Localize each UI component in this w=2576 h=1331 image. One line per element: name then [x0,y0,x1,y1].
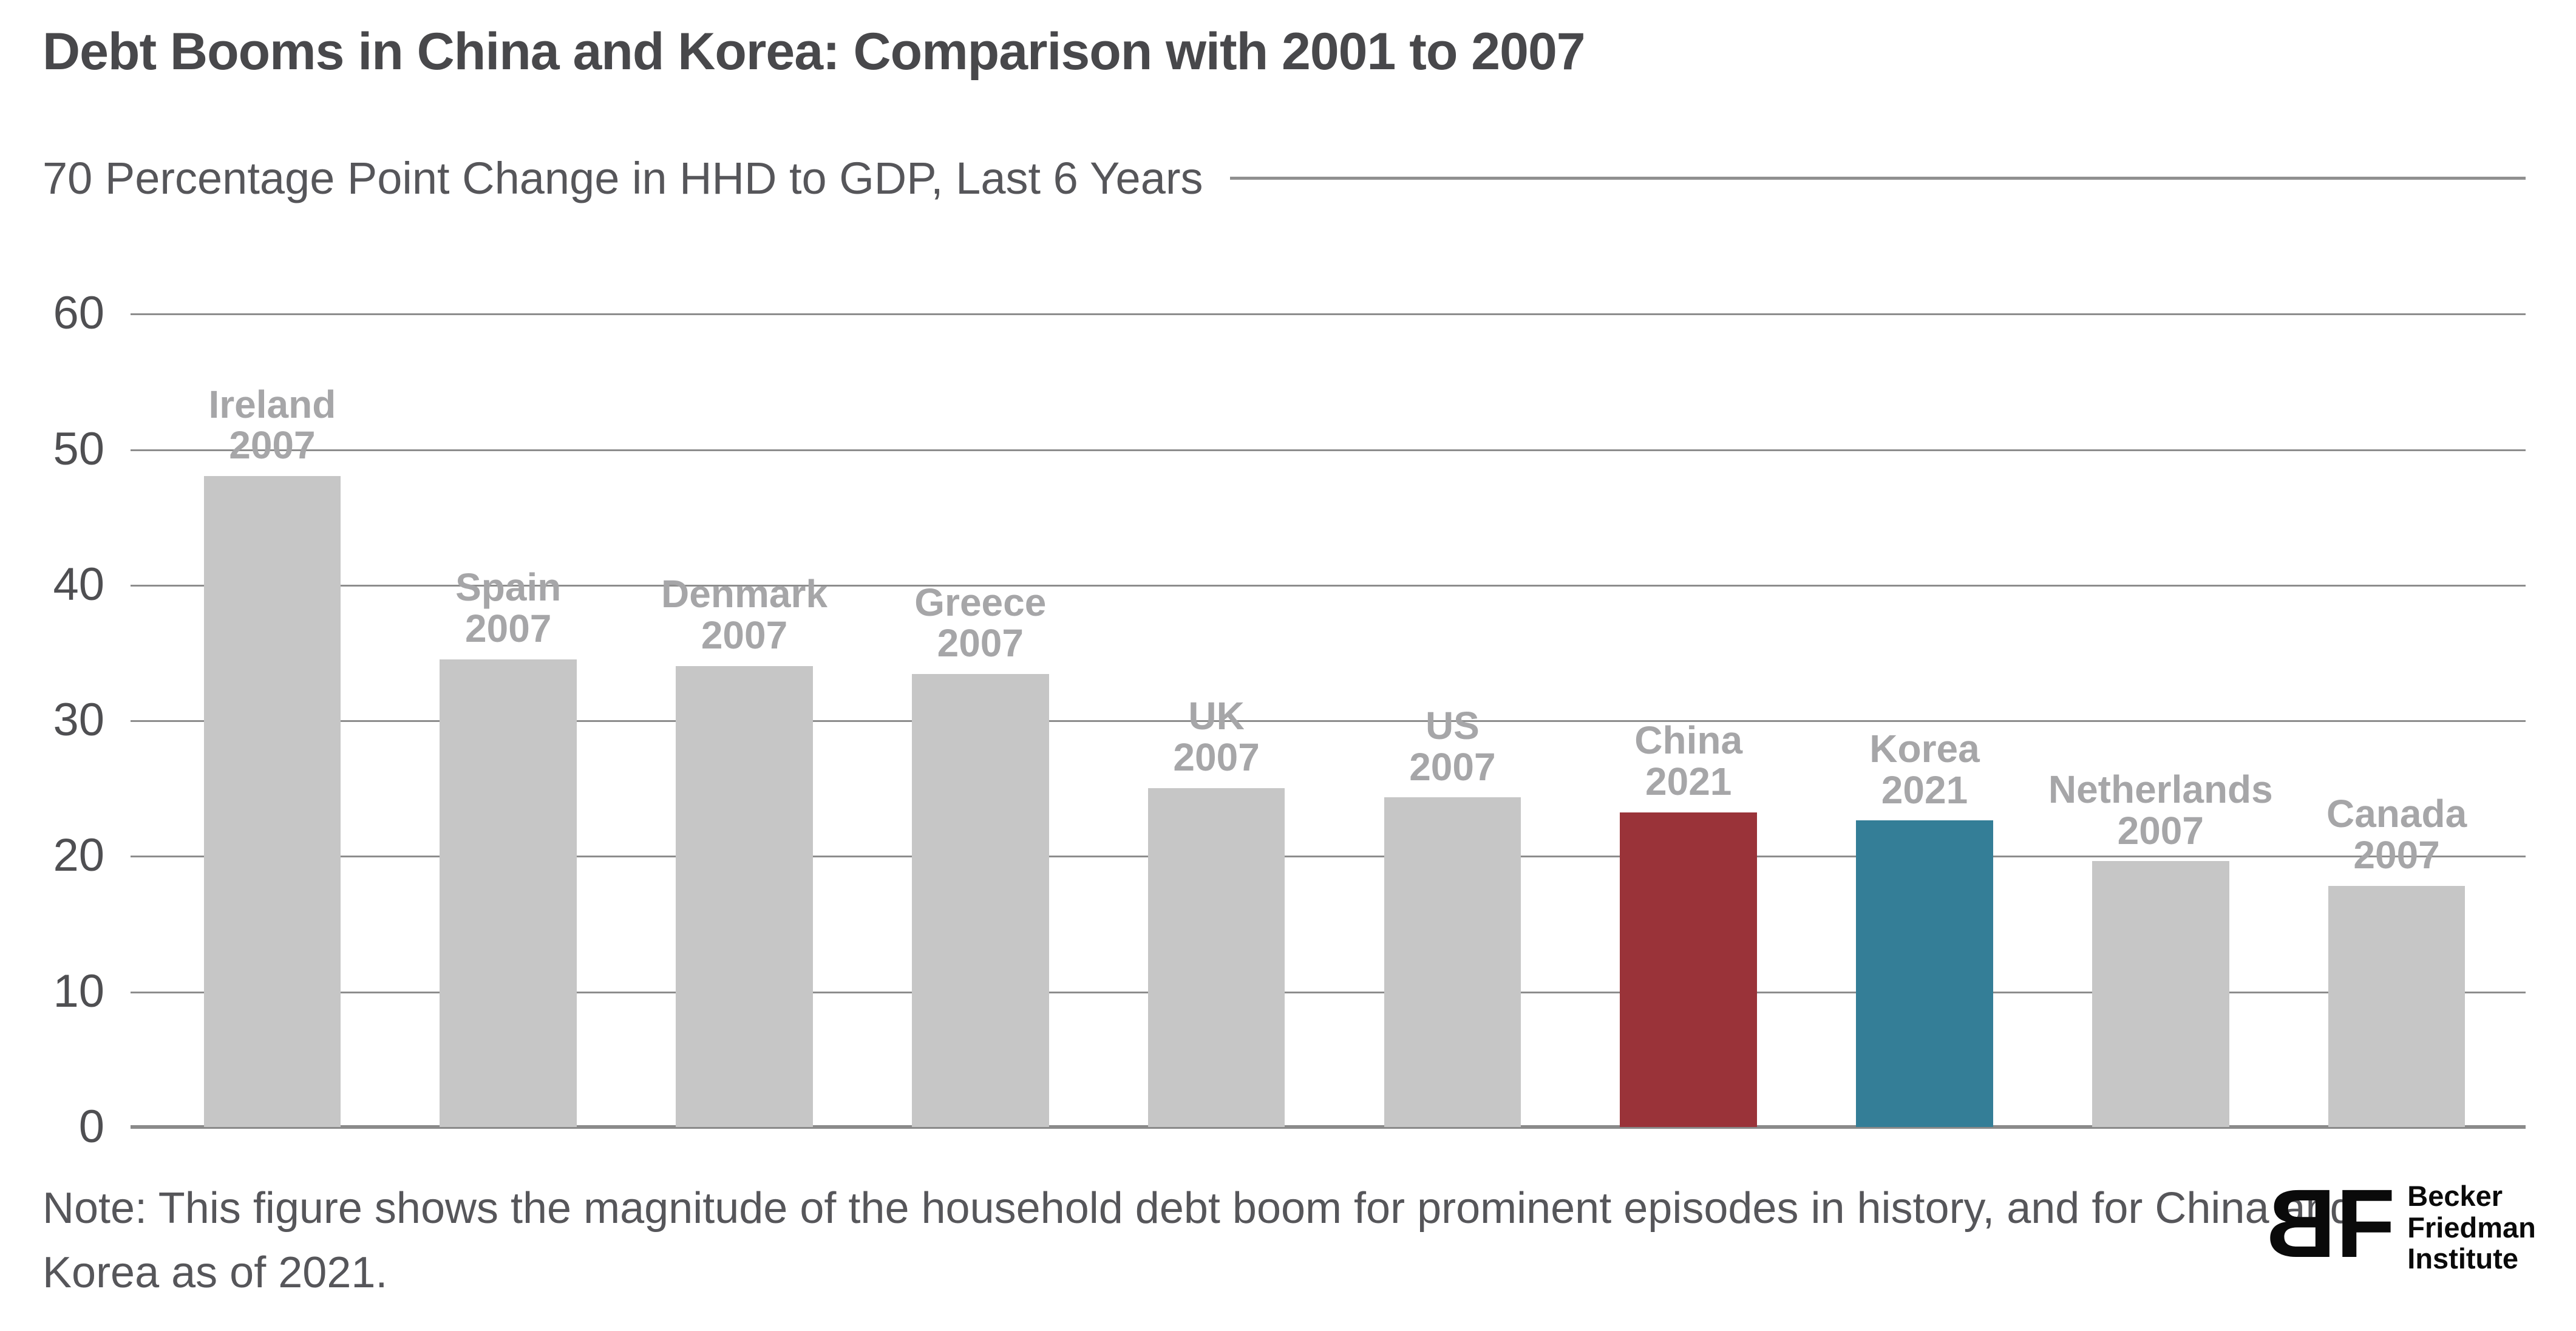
y-tick-label-50: 50 [53,423,104,475]
bar-label-us: US 2007 [1263,703,1641,789]
bar-label-year: 2007 [1409,744,1496,789]
y-axis-tick-labels: 60 50 40 30 20 10 0 [0,178,104,1150]
bar-label-year: 2021 [1881,768,1968,812]
note-line-2: Korea as of 2021. [42,1248,388,1297]
bar-label-country: UK [1188,694,1245,738]
bar-slot-korea: Korea 2021 [1807,178,2043,1127]
gridline-50 [131,449,2526,451]
bar-label-country: Ireland [208,382,336,426]
bar-label-ireland: Ireland 2007 [83,384,461,467]
bar-label-year: 2007 [1173,735,1260,779]
bar-slot-china: China 2021 [1571,178,1807,1127]
x-axis-baseline [131,1125,2526,1129]
bar-label-korea: Korea 2021 [1736,726,2113,812]
top-gridline-rule [1229,176,2526,180]
bar-slot-canada: Canada 2007 [2279,178,2515,1127]
bar-label-canada: Canada 2007 [2208,791,2576,877]
gridline-40 [131,584,2526,587]
bar-spain [440,659,577,1127]
bar-label-country: Korea [1869,726,1980,771]
y-tick-label-60: 60 [53,287,104,339]
bar-label-country: Greece [914,580,1047,624]
bar-label-year: 2007 [2353,832,2440,877]
bar-canada [2328,885,2466,1127]
bar-denmark [676,666,813,1127]
bar-slot-netherlands: Netherlands 2007 [2042,178,2279,1127]
bar-label-country: China [1634,718,1743,763]
gridline-60 [131,313,2526,316]
y-axis-top-label-row: 70 Percentage Point Change in HHD to GDP… [42,149,2526,207]
bar-label-country: Canada [2326,791,2467,836]
bar-label-year: 2007 [701,613,788,658]
y-tick-label-10: 10 [53,965,104,1017]
bar-label-country: Netherlands [2048,767,2273,811]
bar-slot-greece: Greece 2007 [862,178,1098,1127]
gridline-20 [131,856,2526,858]
bar-slot-uk: UK 2007 [1098,178,1334,1127]
y-tick-label-20: 20 [53,829,104,882]
y-axis-label: 70 Percentage Point Change in HHD to GDP… [42,152,1203,203]
y-tick-label-30: 30 [53,694,104,746]
gridline-30 [131,720,2526,723]
plot-area: Ireland 2007 Spain 2007 Denmark 2007 Greece 200… [131,178,2526,1129]
bar-us [1384,797,1521,1127]
bar-label-year: 2007 [937,621,1024,666]
bar-label-year: 2007 [229,423,316,468]
note-text: Note: This figure shows the magnitude of… [42,1177,2354,1305]
bar-slot-ireland: Ireland 2007 [154,178,390,1127]
bar-label-uk: UK 2007 [1028,694,1405,779]
y-tick-label-0: 0 [78,1101,104,1152]
bar-label-country: US [1425,703,1480,747]
bar-korea [1856,820,1993,1127]
bar-label-denmark: Denmark 2007 [556,572,933,658]
y-tick-label-40: 40 [53,558,104,610]
chart-title: Debt Booms in China and Korea: Compariso… [42,22,1586,81]
bfi-mark-b: B [2272,1169,2336,1278]
bar-label-spain: Spain 2007 [319,567,697,650]
bar-greece [912,674,1049,1127]
bar-slot-us: US 2007 [1334,178,1571,1127]
bar-label-greece: Greece 2007 [792,582,1169,665]
bar-china [1620,812,1757,1127]
bar-label-year: 2007 [2117,808,2204,853]
bar-label-china: China 2021 [1500,720,1877,803]
bar-netherlands [2092,861,2229,1127]
bar-label-netherlands: Netherlands 2007 [1972,769,2350,852]
bar-label-country: Spain [455,565,562,610]
bfi-logo-line-1: Becker [2407,1180,2503,1212]
bar-label-country: Denmark [661,572,828,616]
bar-slot-denmark: Denmark 2007 [627,178,863,1127]
bfi-mark-f: F [2336,1169,2396,1278]
note-line-1: Note: This figure shows the magnitude of… [42,1184,2354,1233]
bar-label-year: 2021 [1645,760,1732,804]
bar-uk [1147,788,1285,1127]
bar-ireland [203,476,341,1127]
bar-label-year: 2007 [465,606,552,650]
gridline-10 [131,991,2526,993]
bar-slot-spain: Spain 2007 [390,178,627,1127]
bfi-logo-line-3: Institute [2407,1242,2519,1275]
bfi-logo-line-2: Friedman [2407,1211,2536,1244]
bar-slots: Ireland 2007 Spain 2007 Denmark 2007 Greece 200… [154,178,2515,1127]
bfi-logo-text: Becker Friedman Institute [2407,1178,2536,1275]
